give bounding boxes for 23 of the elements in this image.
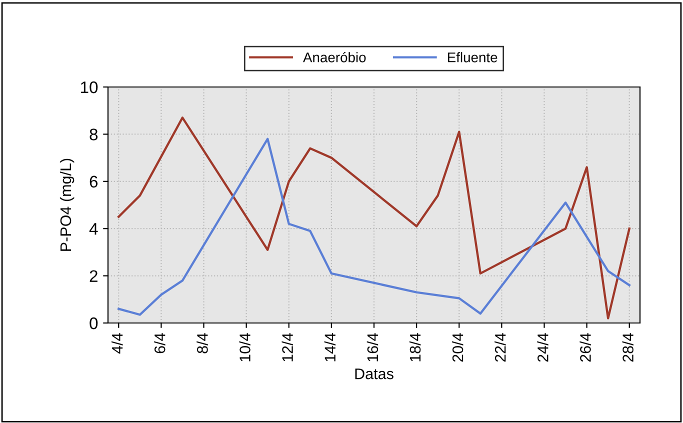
x-tick-label: 18/4 (409, 333, 421, 362)
x-tick-label: 20/4 (452, 333, 464, 362)
x-tick-label: 16/4 (366, 333, 378, 362)
x-tick-label: 22/4 (494, 333, 506, 362)
y-tick-label: 8 (90, 128, 98, 140)
y-tick-label: 10 (81, 81, 98, 94)
y-tick-label: 0 (90, 317, 98, 330)
x-tick-label: 14/4 (324, 333, 336, 362)
x-axis-title: Datas (355, 368, 394, 380)
x-tick-label: 6/4 (154, 333, 166, 354)
x-tick-label: 24/4 (537, 333, 548, 362)
x-tick-label: 28/4 (622, 333, 634, 362)
x-tick-label: 26/4 (580, 333, 591, 362)
y-axis-title: P-PO4 (mg/L) (60, 158, 74, 251)
legend-label: Anaeróbio (303, 52, 366, 62)
x-tick-label: 12/4 (282, 333, 293, 362)
x-tick-label: 4/4 (112, 333, 123, 354)
y-tick-label: 2 (90, 270, 98, 282)
x-tick-label: 8/4 (196, 333, 208, 354)
y-tick-label: 4 (89, 223, 98, 235)
x-tick-label: 10/4 (239, 333, 250, 362)
y-tick-label: 6 (90, 176, 98, 188)
legend-label: Efluente (448, 52, 498, 62)
